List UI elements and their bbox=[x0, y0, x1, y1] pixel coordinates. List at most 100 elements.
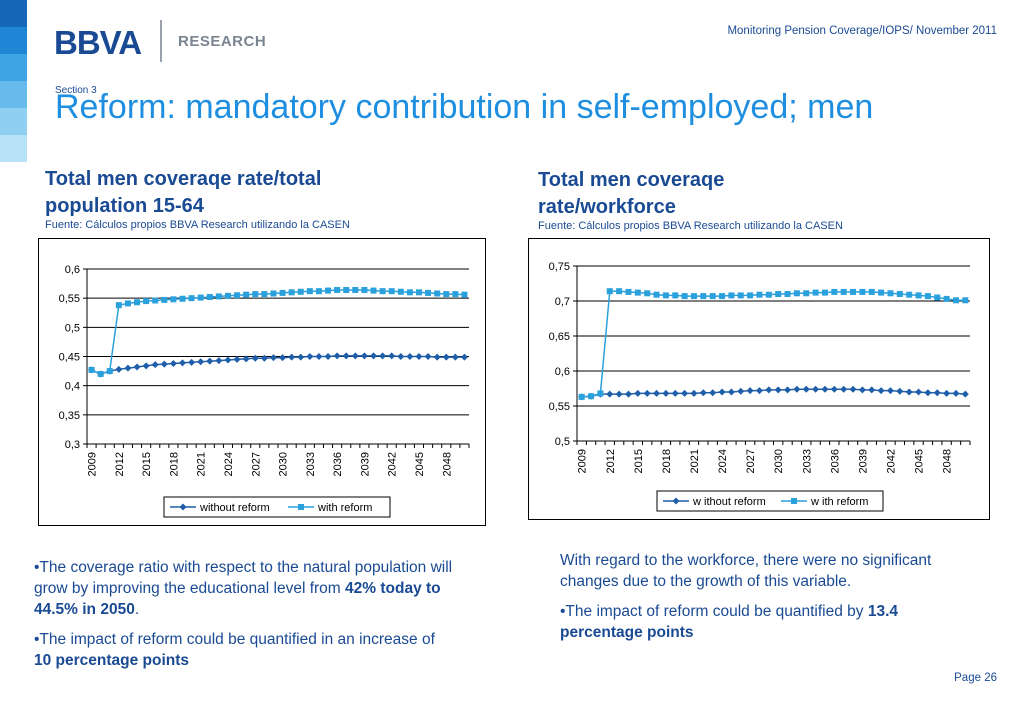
data-point bbox=[260, 354, 268, 362]
data-point bbox=[124, 364, 132, 372]
data-point bbox=[233, 355, 241, 363]
data-point bbox=[643, 389, 651, 397]
data-point bbox=[615, 390, 623, 398]
right-chart-source: Fuente: Cálculos propios BBVA Research u… bbox=[538, 220, 843, 232]
x-tick-label: 2012 bbox=[114, 452, 126, 476]
stripe-4 bbox=[0, 81, 27, 108]
data-point bbox=[388, 352, 396, 360]
data-point bbox=[224, 356, 232, 364]
data-point bbox=[933, 389, 941, 397]
x-tick-label: 2045 bbox=[414, 452, 426, 476]
legend-box bbox=[163, 496, 391, 518]
x-tick-label: 2042 bbox=[885, 449, 897, 473]
data-point bbox=[830, 385, 838, 393]
data-point bbox=[886, 387, 894, 395]
legend-marker bbox=[791, 498, 797, 504]
data-point bbox=[134, 299, 141, 306]
data-point bbox=[106, 368, 113, 375]
data-point bbox=[206, 294, 213, 300]
data-point bbox=[170, 296, 177, 303]
right-chart: 0,75 0,7 0,65 0,6 0,55 0,5 2009 2012 2015 2018 202… bbox=[528, 238, 990, 520]
data-point bbox=[727, 388, 735, 396]
x-tick-label: 2036 bbox=[332, 452, 344, 476]
x-tick-label: 2009 bbox=[87, 452, 99, 476]
data-point bbox=[342, 352, 350, 360]
data-point bbox=[924, 389, 932, 397]
data-point bbox=[765, 291, 772, 298]
left-chart-title: Total men coveraqe rate/total population… bbox=[45, 168, 322, 217]
data-point bbox=[243, 291, 250, 298]
legend-marker bbox=[298, 504, 304, 510]
x-tick-label: 2039 bbox=[857, 449, 869, 473]
data-point bbox=[709, 389, 717, 397]
data-point bbox=[878, 289, 885, 296]
series-line-with-reform bbox=[581, 290, 966, 398]
data-point bbox=[624, 390, 632, 398]
data-point bbox=[333, 352, 341, 360]
data-point bbox=[252, 291, 259, 298]
data-point bbox=[397, 353, 405, 360]
legend-box bbox=[656, 490, 884, 512]
y-tick-label: 0,3 bbox=[65, 439, 80, 451]
legend-label: without reform bbox=[199, 502, 270, 514]
data-point bbox=[297, 353, 305, 361]
y-tick-label: 0,45 bbox=[59, 352, 80, 364]
right-paragraph-1: With regard to the workforce, there were… bbox=[560, 552, 932, 590]
data-point bbox=[699, 389, 707, 397]
data-point bbox=[616, 288, 623, 295]
data-point bbox=[406, 289, 413, 296]
legend-label: w ith reform bbox=[810, 496, 868, 508]
x-tick-label: 2024 bbox=[223, 452, 235, 476]
y-tick-label: 0,35 bbox=[59, 410, 80, 422]
data-point bbox=[877, 387, 885, 395]
data-point bbox=[746, 387, 754, 395]
data-point bbox=[452, 291, 459, 298]
data-point bbox=[662, 389, 670, 397]
y-tick-label: 0,65 bbox=[549, 331, 570, 343]
data-point bbox=[442, 353, 450, 361]
data-point bbox=[288, 289, 295, 296]
right-chart-title: Total men coveraqe rate/workforce bbox=[538, 169, 725, 218]
data-point bbox=[709, 293, 716, 300]
stripe-5 bbox=[0, 108, 27, 135]
data-point bbox=[858, 386, 866, 394]
x-tick-label: 2021 bbox=[196, 452, 208, 476]
data-point bbox=[700, 293, 707, 300]
data-point bbox=[905, 388, 913, 396]
data-point bbox=[906, 291, 913, 298]
data-point bbox=[775, 291, 782, 297]
data-point bbox=[719, 293, 726, 300]
logo-divider bbox=[160, 20, 162, 62]
legend-label: with reform bbox=[317, 502, 372, 514]
data-point bbox=[242, 355, 250, 363]
data-point bbox=[962, 297, 969, 304]
data-point bbox=[179, 295, 186, 302]
data-point bbox=[161, 296, 168, 303]
data-point bbox=[361, 287, 368, 293]
x-tick-label: 2042 bbox=[387, 452, 399, 476]
right-bullet-2: •The impact of reform could be quantifie… bbox=[560, 603, 899, 641]
data-point bbox=[718, 388, 726, 396]
data-point bbox=[334, 287, 341, 293]
data-point bbox=[943, 295, 950, 302]
bbva-logo: BBVA bbox=[54, 24, 142, 61]
data-point bbox=[728, 292, 735, 299]
legend-marker bbox=[672, 497, 680, 505]
data-point bbox=[151, 361, 159, 369]
data-point bbox=[952, 297, 959, 304]
page-title: Reform: mandatory contribution in self-e… bbox=[55, 88, 874, 126]
data-point bbox=[315, 288, 322, 295]
data-point bbox=[379, 352, 387, 360]
data-point bbox=[433, 353, 441, 361]
data-point bbox=[279, 354, 287, 362]
x-tick-label: 2033 bbox=[305, 452, 317, 476]
data-point bbox=[765, 386, 773, 394]
x-tick-label: 2039 bbox=[359, 452, 371, 476]
stripe-6 bbox=[0, 135, 27, 162]
data-point bbox=[224, 292, 231, 299]
data-point bbox=[840, 288, 847, 295]
legend-label: w ithout reform bbox=[692, 496, 766, 508]
data-point bbox=[662, 292, 669, 299]
data-point bbox=[297, 288, 304, 295]
data-point bbox=[215, 357, 223, 365]
